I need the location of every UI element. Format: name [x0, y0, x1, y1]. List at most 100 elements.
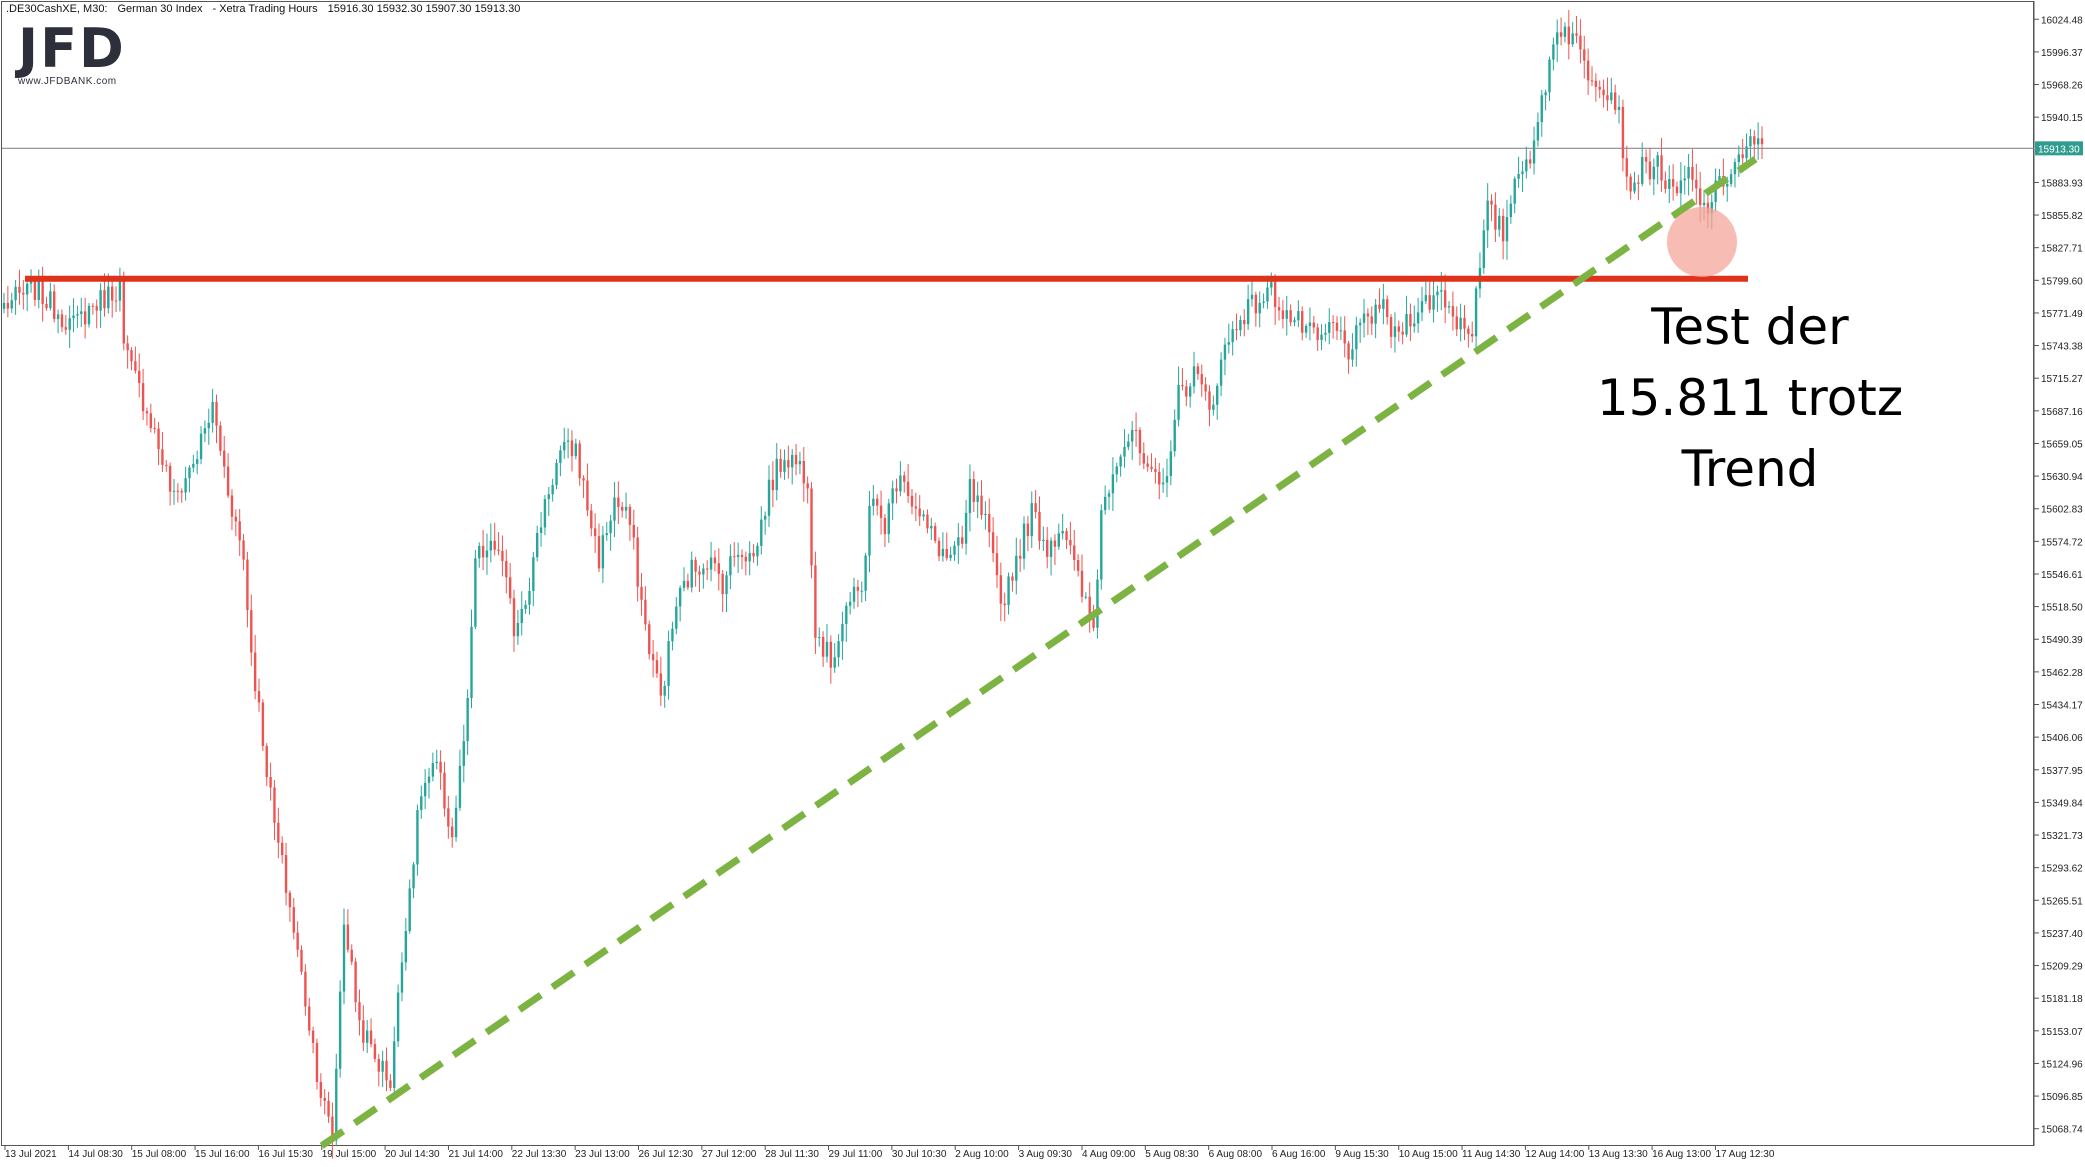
x-tick-label: 11 Aug 14:30 — [1462, 1149, 1521, 1160]
candle — [408, 879, 411, 934]
candle — [1760, 126, 1764, 159]
y-tick-label: 15771.49 — [2041, 309, 2083, 320]
candle — [605, 522, 608, 541]
candle — [1447, 301, 1451, 314]
candle — [829, 635, 833, 684]
candle — [516, 610, 520, 645]
candle — [721, 570, 724, 613]
candle — [138, 353, 141, 398]
candle — [613, 482, 616, 537]
candle — [1254, 291, 1258, 327]
candle — [1668, 165, 1671, 204]
candle — [385, 1047, 388, 1092]
candle — [1559, 17, 1563, 46]
candle — [1648, 148, 1652, 186]
y-tick-label: 15630.94 — [2041, 472, 2083, 483]
candle — [1308, 307, 1312, 341]
x-tick-label: 19 Jul 15:00 — [322, 1149, 377, 1160]
candle — [1594, 73, 1598, 102]
candle — [609, 514, 612, 551]
candle — [1339, 316, 1343, 341]
y-tick-label: 15293.62 — [2041, 864, 2083, 875]
candle — [640, 572, 643, 616]
y-axis: 16024.48 15996.37 15968.26 15940.15 15883.93… — [2034, 15, 2083, 1136]
candle — [346, 909, 350, 953]
candle — [930, 517, 933, 541]
candle — [1046, 526, 1049, 569]
candle — [64, 315, 68, 335]
candle — [621, 501, 624, 518]
candle — [1123, 429, 1126, 468]
candle — [1034, 490, 1037, 519]
candle — [617, 481, 620, 524]
candle — [1358, 318, 1362, 343]
candle — [740, 549, 744, 570]
candle — [1173, 409, 1176, 457]
candle — [964, 499, 968, 555]
candle — [791, 448, 794, 485]
candle — [578, 440, 581, 486]
y-tick-label: 16024.48 — [2041, 15, 2083, 26]
candle — [157, 422, 160, 466]
candle — [752, 544, 755, 563]
candle — [211, 388, 214, 433]
candle — [671, 621, 674, 651]
candle — [1188, 383, 1192, 408]
x-tick-label: 14 Jul 08:30 — [68, 1149, 123, 1160]
candle — [941, 532, 945, 562]
candle — [1679, 162, 1683, 208]
candle — [1443, 274, 1447, 323]
candle — [1397, 320, 1401, 342]
candle — [1625, 145, 1628, 191]
candle — [1003, 592, 1006, 622]
candle — [1169, 440, 1173, 486]
current-price-tag — [2035, 141, 2083, 156]
candle — [1096, 569, 1099, 639]
candle — [1683, 165, 1686, 195]
y-tick-label: 15265.51 — [2041, 896, 2083, 907]
candle — [1250, 279, 1254, 307]
candle — [872, 485, 875, 516]
candle — [122, 271, 125, 351]
x-tick-label: 4 Aug 09:00 — [1082, 1149, 1136, 1160]
trend-line — [319, 156, 1758, 1149]
candle — [161, 431, 164, 473]
candle — [1633, 171, 1636, 194]
candle — [493, 522, 496, 556]
candle — [1505, 199, 1509, 260]
candle — [663, 680, 666, 708]
instrument-name: German 30 Index — [117, 3, 203, 15]
candle — [1293, 316, 1296, 327]
candle — [404, 917, 408, 971]
candle — [1586, 48, 1590, 95]
x-axis: 13 Jul 2021 14 Jul 08:30 15 Jul 08:00 15 Ju… — [4, 1145, 1775, 1160]
y-tick-label: 15349.84 — [2041, 798, 2083, 809]
candle — [1200, 364, 1203, 397]
candle — [686, 573, 690, 590]
candle — [1424, 279, 1428, 305]
candle — [277, 807, 280, 859]
plot-frame — [1, 1, 2034, 1146]
candle — [702, 563, 705, 589]
candle — [319, 1073, 323, 1107]
candle — [1030, 491, 1033, 548]
candle — [114, 286, 118, 312]
candle — [651, 640, 655, 678]
candle — [524, 600, 527, 615]
candle — [563, 427, 566, 459]
candle — [76, 305, 79, 328]
candle — [1613, 84, 1617, 115]
candle — [505, 549, 508, 594]
candle — [995, 535, 999, 589]
candle — [49, 282, 52, 311]
x-tick-label: 5 Aug 08:30 — [1145, 1149, 1199, 1160]
candle — [323, 1088, 326, 1115]
candle — [439, 750, 442, 790]
candle — [748, 541, 751, 576]
x-tick-label: 13 Jul 2021 — [5, 1149, 57, 1160]
candle — [427, 767, 431, 799]
candle — [1382, 283, 1385, 325]
candle — [99, 283, 102, 328]
candle — [1038, 496, 1041, 550]
candle — [1246, 284, 1250, 330]
